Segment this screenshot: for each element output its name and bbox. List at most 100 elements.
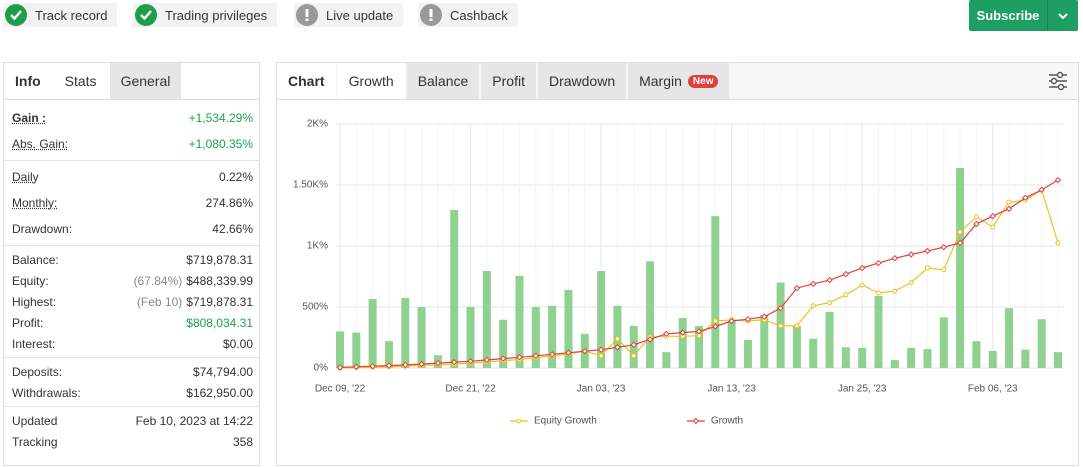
status-icon: [5, 4, 27, 26]
badge-label: Live update: [326, 7, 394, 23]
badge: Track record: [3, 3, 118, 27]
point: [777, 305, 784, 312]
badge: Cashback: [418, 3, 518, 27]
point: [810, 303, 816, 309]
y-tick-label: 500%: [302, 302, 328, 313]
point: [1022, 194, 1029, 202]
point: [418, 360, 425, 368]
bar: [417, 307, 426, 368]
bar: [1021, 349, 1030, 368]
stats-group: Gain : +1,534.29% Abs. Gain: +1,080.35%: [4, 102, 259, 161]
point: [451, 358, 458, 366]
tab[interactable]: Profit: [481, 63, 536, 99]
bar: [646, 261, 655, 368]
bar: [792, 325, 801, 368]
point: [989, 212, 996, 220]
stats-group: Daily 0.22% Monthly: 274.86% Drawdown: 42.66%: [4, 161, 259, 246]
bar: [809, 338, 818, 368]
new-badge: New: [687, 74, 719, 88]
stat-value: 274.86%: [205, 196, 253, 210]
stat-label: Equity:: [12, 273, 49, 288]
point: [565, 349, 572, 356]
badge: Live update: [294, 3, 404, 27]
bar: [401, 297, 410, 368]
x-tick-label: Jan 25, '23: [838, 384, 887, 395]
legend-marker: [692, 417, 700, 425]
bar: [662, 352, 671, 368]
point: [1055, 240, 1061, 246]
stat-value: +1,534.29%: [188, 111, 253, 125]
point: [761, 313, 768, 320]
stats-row: Interest: $0.00: [4, 333, 259, 354]
point: [646, 336, 654, 343]
stat-value-wrap: $808,034.31: [186, 316, 253, 330]
stat-value: 42.66%: [212, 222, 253, 236]
stats-group: Balance: $719,878.31 Equity: (67.84%) $488,3…: [4, 246, 259, 358]
tab[interactable]: Drawdown: [537, 63, 627, 99]
point: [826, 276, 833, 284]
tab[interactable]: Balance: [406, 63, 480, 99]
stat-label: Monthly:: [12, 196, 58, 210]
bar: [727, 321, 736, 368]
stats-row: Abs. Gain: +1,080.35%: [4, 131, 259, 157]
bar: [923, 349, 932, 368]
stat-value-wrap: $74,794.00: [193, 365, 253, 379]
stats-row: Profit: $808,034.31: [4, 312, 259, 333]
stat-value: $488,339.99: [186, 273, 253, 288]
bar: [531, 307, 540, 368]
point: [712, 318, 718, 324]
point: [385, 362, 393, 369]
tab[interactable]: Growth: [337, 63, 405, 99]
y-tick-label: 0%: [314, 363, 329, 374]
stat-label: Drawdown:: [12, 222, 73, 236]
stat-label: Abs. Gain:: [12, 137, 69, 151]
badge: Trading privileges: [133, 3, 278, 27]
point: [1054, 176, 1062, 184]
chart-tabs: Chart Growth Balance Profit Drawdown Margin Ne…: [277, 63, 1078, 100]
point: [892, 288, 898, 294]
x-tick-label: Jan 03, '23: [577, 384, 626, 395]
tab-title: Info: [4, 63, 52, 99]
stat-value-wrap: (67.84%) $488,339.99: [134, 274, 253, 288]
y-tick-label: 2K%: [307, 119, 328, 130]
bar: [450, 210, 459, 368]
point: [597, 346, 605, 353]
stat-value-wrap: 358: [233, 435, 253, 449]
stats-row: Tracking 358: [4, 431, 259, 452]
bar: [548, 305, 557, 368]
stat-value: $719,878.31: [186, 252, 253, 267]
point: [827, 300, 833, 306]
bar: [874, 296, 883, 368]
tab[interactable]: Margin New: [628, 63, 730, 99]
tab[interactable]: General: [109, 63, 182, 99]
status-icon: [296, 4, 318, 26]
stat-value-wrap: +1,080.35%: [189, 137, 253, 151]
settings-icon[interactable]: [1048, 71, 1068, 91]
tab-title: Chart: [277, 63, 336, 99]
stat-value: $808,034.31: [186, 315, 253, 330]
stat-value-wrap: +1,534.29%: [189, 111, 253, 125]
bar: [711, 216, 720, 368]
subscribe-button[interactable]: Subscribe: [969, 0, 1078, 31]
bar: [972, 341, 981, 368]
point: [712, 323, 719, 330]
chart: 0% 500% 1K% 1.50K% 2K% Dec 09, '22 Dec 21, '22…: [293, 119, 1064, 427]
tab[interactable]: Stats: [53, 63, 108, 99]
stat-value: 0.22%: [218, 170, 253, 184]
stat-label: Daily: [12, 170, 39, 184]
legend-item: Equity Growth: [510, 416, 597, 427]
stat-note: (67.84%): [133, 273, 183, 288]
stats-tabs: Info Stats General: [4, 63, 259, 100]
y-tick-label: 1.50K%: [293, 180, 328, 191]
point: [908, 280, 914, 286]
bar: [858, 347, 867, 368]
bar: [825, 311, 834, 368]
point: [614, 336, 620, 342]
point: [1038, 186, 1045, 194]
dropdown[interactable]: [1047, 0, 1078, 31]
point: [663, 330, 670, 338]
point: [516, 354, 523, 361]
point: [843, 292, 849, 298]
bar: [597, 271, 606, 368]
